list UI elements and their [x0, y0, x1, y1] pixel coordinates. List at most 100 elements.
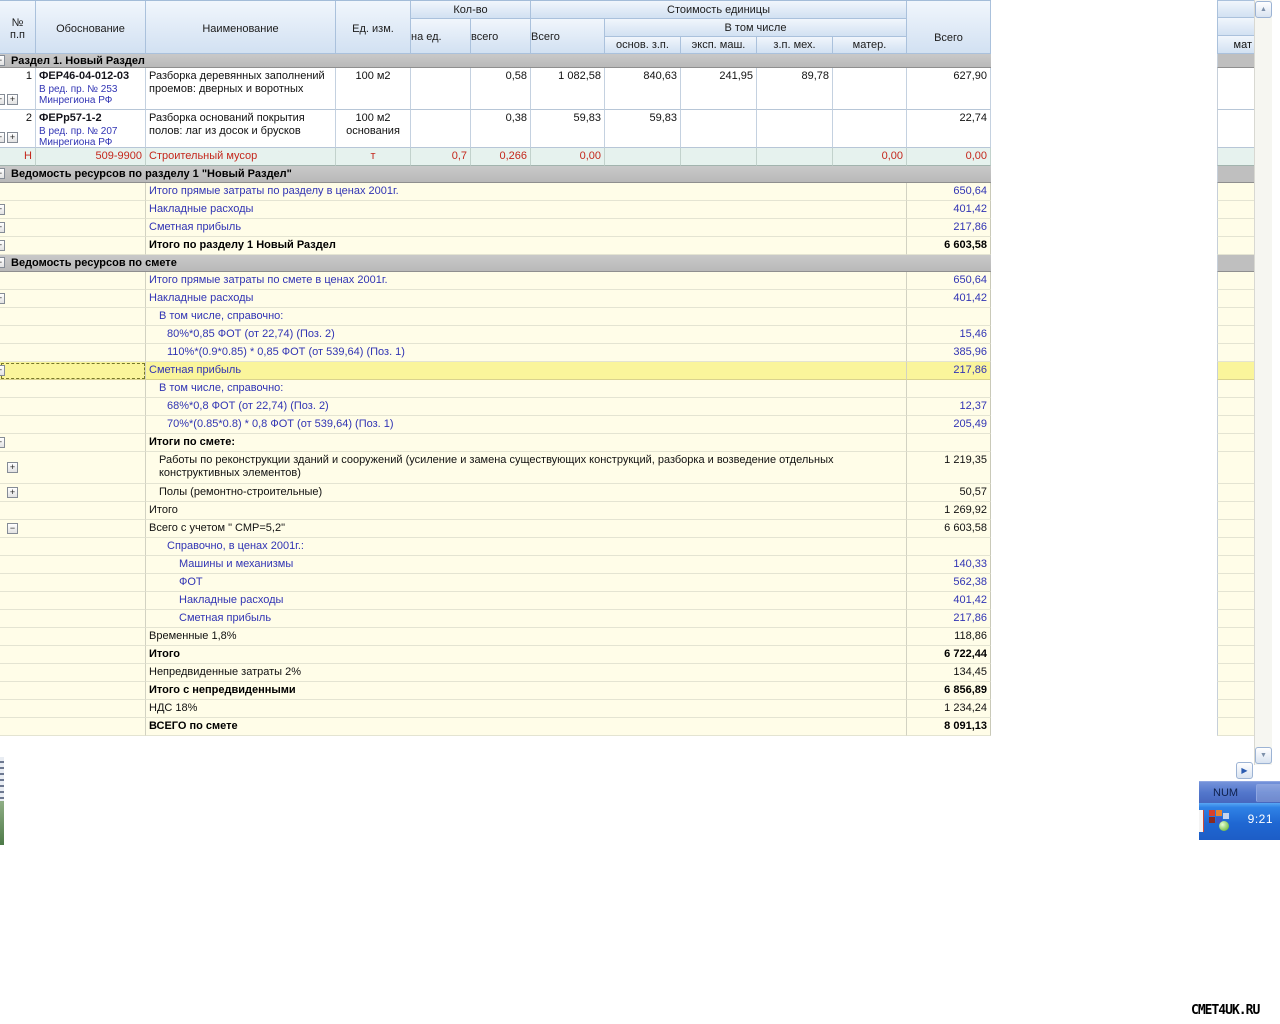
expand-icon[interactable]: + — [7, 486, 18, 498]
row-margin-cell[interactable]: + — [0, 237, 146, 255]
summary-row[interactable]: Итого 6 722,44 — [0, 646, 991, 664]
row-margin-cell[interactable] — [0, 416, 146, 434]
summary-value[interactable]: 1 269,92 — [907, 502, 991, 520]
summary-value[interactable] — [907, 380, 991, 398]
summary-label[interactable]: Итого прямые затраты по смете в ценах 20… — [146, 272, 907, 290]
summary-value[interactable]: 8 091,13 — [907, 718, 991, 736]
summary-label[interactable]: Накладные расходы — [146, 592, 907, 610]
summary-value[interactable]: 650,64 — [907, 183, 991, 201]
cell-unit-total[interactable]: 0,00 — [531, 148, 605, 166]
cell-name[interactable]: Разборка деревянных заполнений проемов: … — [146, 68, 336, 110]
summary-row[interactable]: Накладные расходы 401,42 — [0, 592, 991, 610]
cell-qty-total[interactable]: 0,266 — [471, 148, 531, 166]
summary-value[interactable]: 217,86 — [907, 610, 991, 628]
side-row[interactable] — [1217, 434, 1255, 452]
summary-label[interactable]: Итоги по смете: — [146, 434, 907, 452]
summary-value[interactable]: 217,86 — [907, 362, 991, 380]
summary-value[interactable]: 12,37 — [907, 398, 991, 416]
col-header-no[interactable]: № п.п — [0, 1, 36, 54]
side-row[interactable] — [1217, 54, 1255, 68]
expand-icon[interactable]: + — [7, 94, 18, 105]
col-header-including[interactable]: В том числе — [605, 19, 907, 37]
summary-label[interactable]: Всего с учетом " СМР=5,2" — [146, 520, 907, 538]
cell-unit[interactable]: 100 м2 основания — [336, 110, 411, 148]
section-header-row[interactable]: −Ведомость ресурсов по смете — [0, 255, 991, 272]
cell-exp[interactable]: 241,95 — [681, 68, 757, 110]
side-row[interactable] — [1217, 110, 1255, 148]
cell-unit[interactable]: т — [336, 148, 411, 166]
summary-value[interactable]: 6 722,44 — [907, 646, 991, 664]
summary-label[interactable]: В том числе, справочно: — [146, 380, 907, 398]
side-row[interactable] — [1217, 308, 1255, 326]
summary-label[interactable]: Накладные расходы — [146, 290, 907, 308]
summary-label[interactable]: Итого по разделу 1 Новый Раздел — [146, 237, 907, 255]
section-header-row[interactable]: −Раздел 1. Новый Раздел — [0, 54, 991, 68]
summary-label[interactable]: Итого с непредвиденными — [146, 682, 907, 700]
row-margin-cell[interactable]: + — [0, 362, 146, 380]
summary-value[interactable]: 401,42 — [907, 592, 991, 610]
cell-exp[interactable] — [681, 148, 757, 166]
resource-row[interactable]: Н 509-9900 Строительный мусор т 0,7 0,266 0,00… — [0, 148, 991, 166]
summary-value[interactable]: 562,38 — [907, 574, 991, 592]
side-row[interactable] — [1217, 237, 1255, 255]
collapse-icon[interactable]: − — [0, 257, 5, 268]
summary-row[interactable]: + Работы по реконструкции зданий и сооруж… — [0, 452, 991, 484]
cell-name[interactable]: Строительный мусор — [146, 148, 336, 166]
row-margin-cell[interactable] — [0, 380, 146, 398]
cell-osn[interactable] — [605, 148, 681, 166]
side-row[interactable] — [1217, 148, 1255, 166]
summary-row[interactable]: 110%*(0.9*0.85) * 0,85 ФОТ (от 539,64) (… — [0, 344, 991, 362]
summary-label[interactable]: Итого — [146, 502, 907, 520]
cell-qty-total[interactable]: 0,38 — [471, 110, 531, 148]
col-header-materials[interactable]: матер. — [833, 37, 907, 54]
row-margin-cell[interactable] — [0, 326, 146, 344]
summary-value[interactable] — [907, 434, 991, 452]
expand-icon[interactable]: + — [7, 461, 18, 473]
summary-value[interactable]: 118,86 — [907, 628, 991, 646]
expand-icon[interactable]: + — [0, 364, 5, 376]
tray-app-icon[interactable] — [1208, 809, 1230, 831]
collapse-icon[interactable]: − — [0, 168, 5, 179]
side-row[interactable] — [1217, 344, 1255, 362]
scroll-right-icon[interactable]: ▶ — [1236, 762, 1253, 779]
cell-no[interactable]: 2++ — [0, 110, 36, 148]
side-row[interactable] — [1217, 628, 1255, 646]
summary-row[interactable]: 68%*0,8 ФОТ (от 22,74) (Поз. 2) 12,37 — [0, 398, 991, 416]
summary-row[interactable]: Машины и механизмы 140,33 — [0, 556, 991, 574]
summary-label[interactable]: Непредвиденные затраты 2% — [146, 664, 907, 682]
cell-code[interactable]: ФЕР46-04-012-03 В ред. пр. № 253 Минрегио… — [36, 68, 146, 110]
expand-icon[interactable]: + — [0, 292, 5, 304]
cell-qty-unit[interactable]: 0,7 — [411, 148, 471, 166]
col-header-unit-total[interactable]: Всего — [531, 19, 605, 54]
summary-row[interactable]: Непредвиденные затраты 2% 134,45 — [0, 664, 991, 682]
cell-no[interactable]: 1++ — [0, 68, 36, 110]
row-margin-cell[interactable]: − — [0, 520, 146, 538]
summary-value[interactable]: 6 603,58 — [907, 237, 991, 255]
cell-total[interactable]: 0,00 — [907, 148, 991, 166]
cell-exp[interactable] — [681, 110, 757, 148]
col-header-qty-group[interactable]: Кол-во — [411, 1, 531, 19]
summary-row[interactable]: 80%*0,85 ФОТ (от 22,74) (Поз. 2) 15,46 — [0, 326, 991, 344]
col-header-machinist-salary[interactable]: з.п. мех. — [757, 37, 833, 54]
summary-row[interactable]: Временные 1,8% 118,86 — [0, 628, 991, 646]
summary-label[interactable]: Сметная прибыль — [146, 362, 907, 380]
cell-qty-total[interactable]: 0,58 — [471, 68, 531, 110]
summary-label[interactable]: Итого — [146, 646, 907, 664]
col-header-unit[interactable]: Ед. изм. — [336, 1, 411, 54]
summary-value[interactable]: 205,49 — [907, 416, 991, 434]
summary-value[interactable] — [907, 538, 991, 556]
summary-value[interactable]: 385,96 — [907, 344, 991, 362]
cell-no[interactable]: Н — [0, 148, 36, 166]
summary-row[interactable]: Итого прямые затраты по разделу в ценах … — [0, 183, 991, 201]
cell-unit-total[interactable]: 59,83 — [531, 110, 605, 148]
summary-value[interactable]: 140,33 — [907, 556, 991, 574]
side-row[interactable] — [1217, 362, 1255, 380]
summary-row[interactable]: − Всего с учетом " СМР=5,2" 6 603,58 — [0, 520, 991, 538]
scroll-up-icon[interactable]: ▲ — [1255, 1, 1272, 18]
side-header-cell[interactable] — [1217, 0, 1255, 18]
summary-label[interactable]: Сметная прибыль — [146, 610, 907, 628]
